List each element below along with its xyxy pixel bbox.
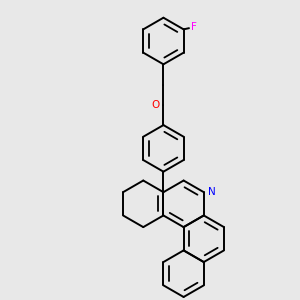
Text: F: F bbox=[191, 22, 197, 32]
Text: O: O bbox=[151, 100, 160, 110]
Text: N: N bbox=[208, 187, 215, 196]
